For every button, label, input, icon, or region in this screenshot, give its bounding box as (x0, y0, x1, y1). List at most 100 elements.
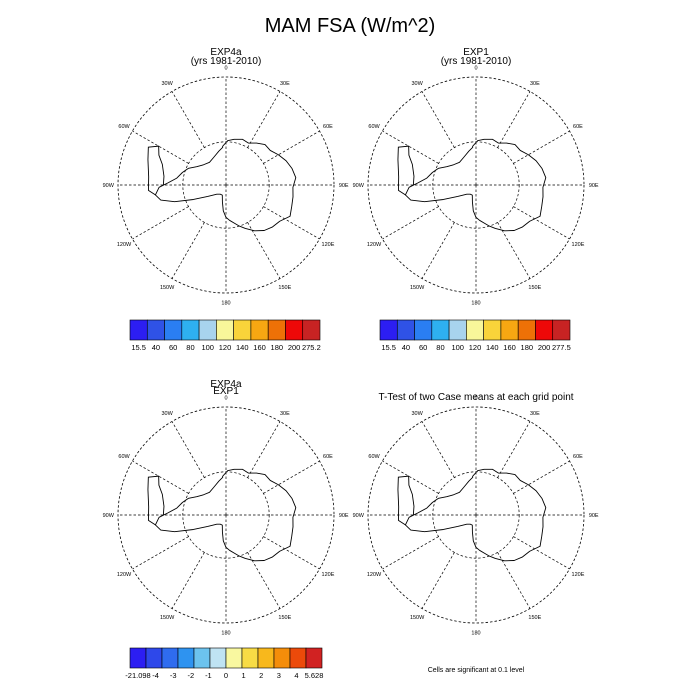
colorbar-swatch (225, 647, 243, 669)
panel-difference-map: EXP4a EXP1 0 30E 60E 90E 120E 150E 180 150W 120W… (103, 379, 349, 637)
panel-title-line1: EXP4a (210, 47, 242, 58)
latitude-circle (432, 141, 520, 229)
meridian-line (247, 222, 281, 279)
colorbar-label: 1 (242, 671, 246, 680)
meridian-line (263, 130, 320, 164)
colorbar-swatch (177, 647, 195, 669)
longitude-label: 90E (339, 513, 349, 519)
panel-exp4a-map: EXP4a (yrs 1981-2010) 0 30E 60E 90E 120E 150E… (103, 47, 349, 307)
longitude-label: 60E (323, 124, 333, 130)
longitude-label: 90W (103, 183, 115, 189)
longitude-label: 30E (530, 411, 540, 417)
meridian-line (421, 91, 455, 148)
longitude-label: 60W (118, 124, 130, 130)
colorbar-swatch (267, 319, 286, 341)
colorbar-swatch (198, 319, 217, 341)
map-boundary-circle (117, 76, 335, 294)
panel-title: T-Test of two Case means at each grid po… (378, 392, 573, 403)
panel-ttest-map: T-Test of two Case means at each grid po… (353, 392, 599, 637)
longitude-label: 60E (323, 454, 333, 460)
colorbar-label: -4 (152, 671, 159, 680)
colorbar-swatch (216, 319, 234, 341)
latitude-circle (182, 141, 270, 229)
map-boundary-circle (367, 76, 585, 294)
panel-title-line2: (yrs 1981-2010) (441, 56, 512, 67)
meridian-line (382, 130, 439, 164)
colorbar-label: -2 (187, 671, 194, 680)
longitude-label: 180 (221, 301, 230, 307)
colorbar-swatch (257, 647, 275, 669)
panel-title-line1: EXP4a (210, 379, 242, 390)
polar-map: 0 30E 60E 90E 120E 150E 180 150W 120W 90W 60W 30W (103, 65, 349, 306)
colorbar-exp1: 15.5 40 60 80 100 120 140 160 180 200 277.5 (379, 319, 571, 352)
colorbar-label: 140 (236, 343, 249, 352)
longitude-label: 30E (530, 81, 540, 87)
colorbar-swatch (517, 319, 536, 341)
panel-title-line2: EXP1 (213, 386, 239, 397)
colorbar-swatch (431, 319, 450, 341)
colorbar-swatch (181, 319, 200, 341)
colorbar-label: 15.5 (131, 343, 146, 352)
longitude-label: 120E (572, 242, 585, 248)
colorbar-label: 60 (169, 343, 177, 352)
meridian-line (171, 222, 205, 279)
panel-title-line1: EXP1 (463, 47, 489, 58)
longitude-label: 0 (474, 395, 477, 401)
longitude-label: 30E (280, 81, 290, 87)
colorbar-label: 200 (538, 343, 551, 352)
colorbar-swatch (305, 647, 323, 669)
colorbar-label: -1 (205, 671, 212, 680)
longitude-label: 90W (353, 513, 365, 519)
longitude-label: 120W (367, 572, 382, 578)
colorbar-swatch (241, 647, 259, 669)
polar-map: 0 30E 60E 90E 120E 150E 180 150W 120W 90W 60W 30W (103, 395, 349, 636)
longitude-label: 150W (410, 285, 425, 291)
meridian-line (382, 536, 439, 570)
colorbar-swatch (302, 319, 321, 341)
meridian-line (421, 222, 455, 279)
longitude-label: 180 (471, 301, 480, 307)
meridian-line (497, 222, 531, 279)
longitude-label: 120W (117, 572, 132, 578)
longitude-label: 90E (589, 513, 599, 519)
meridian-line (421, 421, 455, 478)
colorbar-label: 40 (402, 343, 410, 352)
peninsula-coastline (147, 475, 165, 526)
meridian-line (171, 91, 205, 148)
colorbar-label: 100 (201, 343, 214, 352)
colorbar-label: 180 (521, 343, 534, 352)
colorbar-swatch (379, 319, 398, 341)
longitude-label: 0 (224, 395, 227, 401)
longitude-label: 120W (367, 242, 382, 248)
meridian-line (247, 91, 281, 148)
meridian-line (421, 552, 455, 609)
meridian-line (263, 460, 320, 494)
main-title: MAM FSA (W/m^2) (265, 15, 436, 37)
longitude-label: 150W (410, 615, 425, 621)
colorbar-swatch (414, 319, 433, 341)
colorbar-label: 275.2 (302, 343, 321, 352)
colorbar-label: 160 (253, 343, 266, 352)
colorbar-swatch (145, 647, 163, 669)
peninsula-coastline (147, 145, 165, 196)
longitude-label: 60E (573, 454, 583, 460)
colorbar-swatch (535, 319, 554, 341)
longitude-label: 90E (589, 183, 599, 189)
longitude-label: 60W (368, 124, 380, 130)
longitude-label: 150E (528, 285, 541, 291)
map-boundary-circle (117, 406, 335, 624)
colorbar-swatch (289, 647, 307, 669)
colorbar-label: -21.098 (125, 671, 150, 680)
longitude-label: 180 (221, 631, 230, 637)
longitude-label: 0 (224, 65, 227, 71)
colorbar-label: 120 (469, 343, 482, 352)
antarctica-coastline (154, 138, 297, 232)
longitude-label: 150E (278, 615, 291, 621)
colorbar-exp4a: 15.5 40 60 80 100 120 140 160 180 200 275.2 (129, 319, 321, 352)
longitude-label: 90W (353, 183, 365, 189)
meridian-line (247, 421, 281, 478)
colorbar-swatch (552, 319, 571, 341)
polar-map: 0 30E 60E 90E 120E 150E 180 150W 120W 90W 60W 30W (353, 395, 599, 636)
colorbar-label: 140 (486, 343, 499, 352)
